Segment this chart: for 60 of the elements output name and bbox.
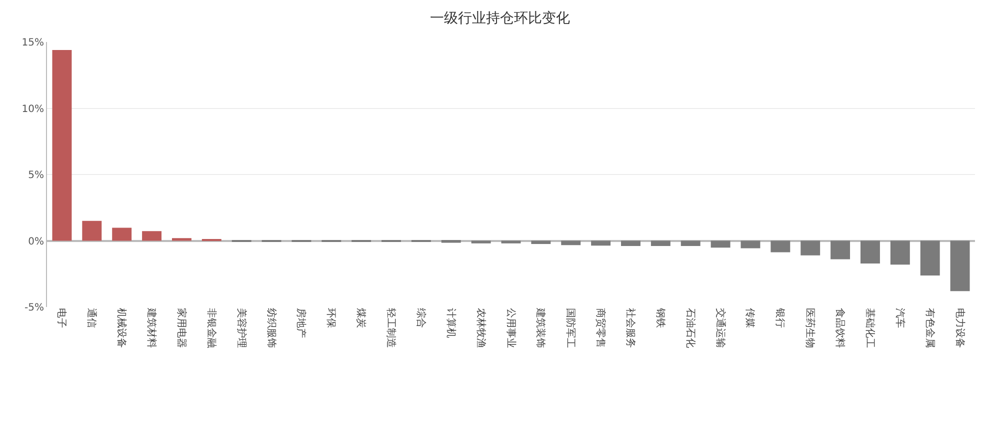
- x-tick-label: 商贸零售: [594, 308, 607, 348]
- x-tick-label: 非银金融: [205, 308, 218, 348]
- bar: [52, 50, 72, 241]
- x-tick-label: 建筑装饰: [534, 307, 547, 348]
- bar: [770, 240, 790, 252]
- x-tick-label: 煤炭: [355, 308, 368, 328]
- bar: [112, 228, 132, 241]
- x-tick-label: 医药生物: [804, 308, 816, 348]
- x-tick-label: 国防军工: [564, 308, 577, 348]
- x-tick-label: 电力设备: [954, 308, 966, 348]
- bar: [740, 240, 760, 248]
- x-tick-label: 环保: [325, 308, 336, 328]
- x-tick-label: 汽车: [894, 308, 906, 328]
- bar: [650, 240, 670, 246]
- x-tick-label: 电子: [56, 308, 68, 328]
- bar: [890, 240, 910, 265]
- bar: [142, 231, 162, 241]
- x-tick-label: 通信: [86, 308, 98, 328]
- bar: [800, 240, 820, 256]
- y-tick-label: -5%: [24, 302, 44, 314]
- bar: [82, 220, 102, 241]
- bar: [710, 240, 730, 248]
- x-tick-label: 钢铁: [654, 307, 666, 328]
- x-tick-label: 传媒: [744, 308, 756, 328]
- bar: [471, 240, 491, 244]
- x-tick-label: 社会服务: [624, 308, 636, 348]
- x-tick-label: 有色金属: [924, 308, 936, 348]
- bar: [950, 240, 970, 292]
- x-tick-label: 基础化工: [864, 308, 876, 348]
- bar: [561, 240, 581, 246]
- bar: [501, 240, 521, 244]
- y-tick-label: 15%: [22, 38, 44, 48]
- bar: [591, 240, 611, 246]
- x-tick-label: 石油石化: [684, 308, 696, 348]
- x-tick-label: 食品饮料: [834, 308, 846, 348]
- x-tick-label: 计算机: [444, 308, 457, 338]
- y-tick-label: 10%: [22, 104, 44, 115]
- bar: [920, 240, 940, 276]
- x-tick-label: 机械设备: [116, 308, 128, 348]
- bar: [860, 240, 880, 264]
- x-tick-label: 家用电器: [175, 308, 188, 348]
- chart-title: 一级行业持仓环比变化: [430, 10, 570, 27]
- x-tick-label: 综合: [414, 308, 427, 328]
- bar: [830, 240, 850, 260]
- bar: [172, 238, 192, 241]
- x-tick-label: 轻工制造: [385, 308, 398, 348]
- x-tick-label: 农林牧渔: [474, 308, 487, 348]
- x-tick-label: 美容护理: [235, 308, 248, 348]
- y-tick-label: 0%: [28, 236, 44, 248]
- bar: [441, 240, 461, 243]
- bar: [621, 240, 640, 246]
- x-tick-label: 交通运输: [714, 308, 726, 348]
- x-tick-label: 公用事业: [504, 308, 517, 348]
- y-tick-label: 5%: [28, 170, 44, 181]
- x-tick-label: 建筑材料: [146, 307, 158, 348]
- bar: [531, 240, 551, 244]
- x-tick-label: 房地产: [295, 308, 308, 338]
- x-tick-label: 纺织服饰: [265, 308, 278, 348]
- x-tick-label: 银行: [774, 307, 786, 328]
- bar: [680, 240, 700, 246]
